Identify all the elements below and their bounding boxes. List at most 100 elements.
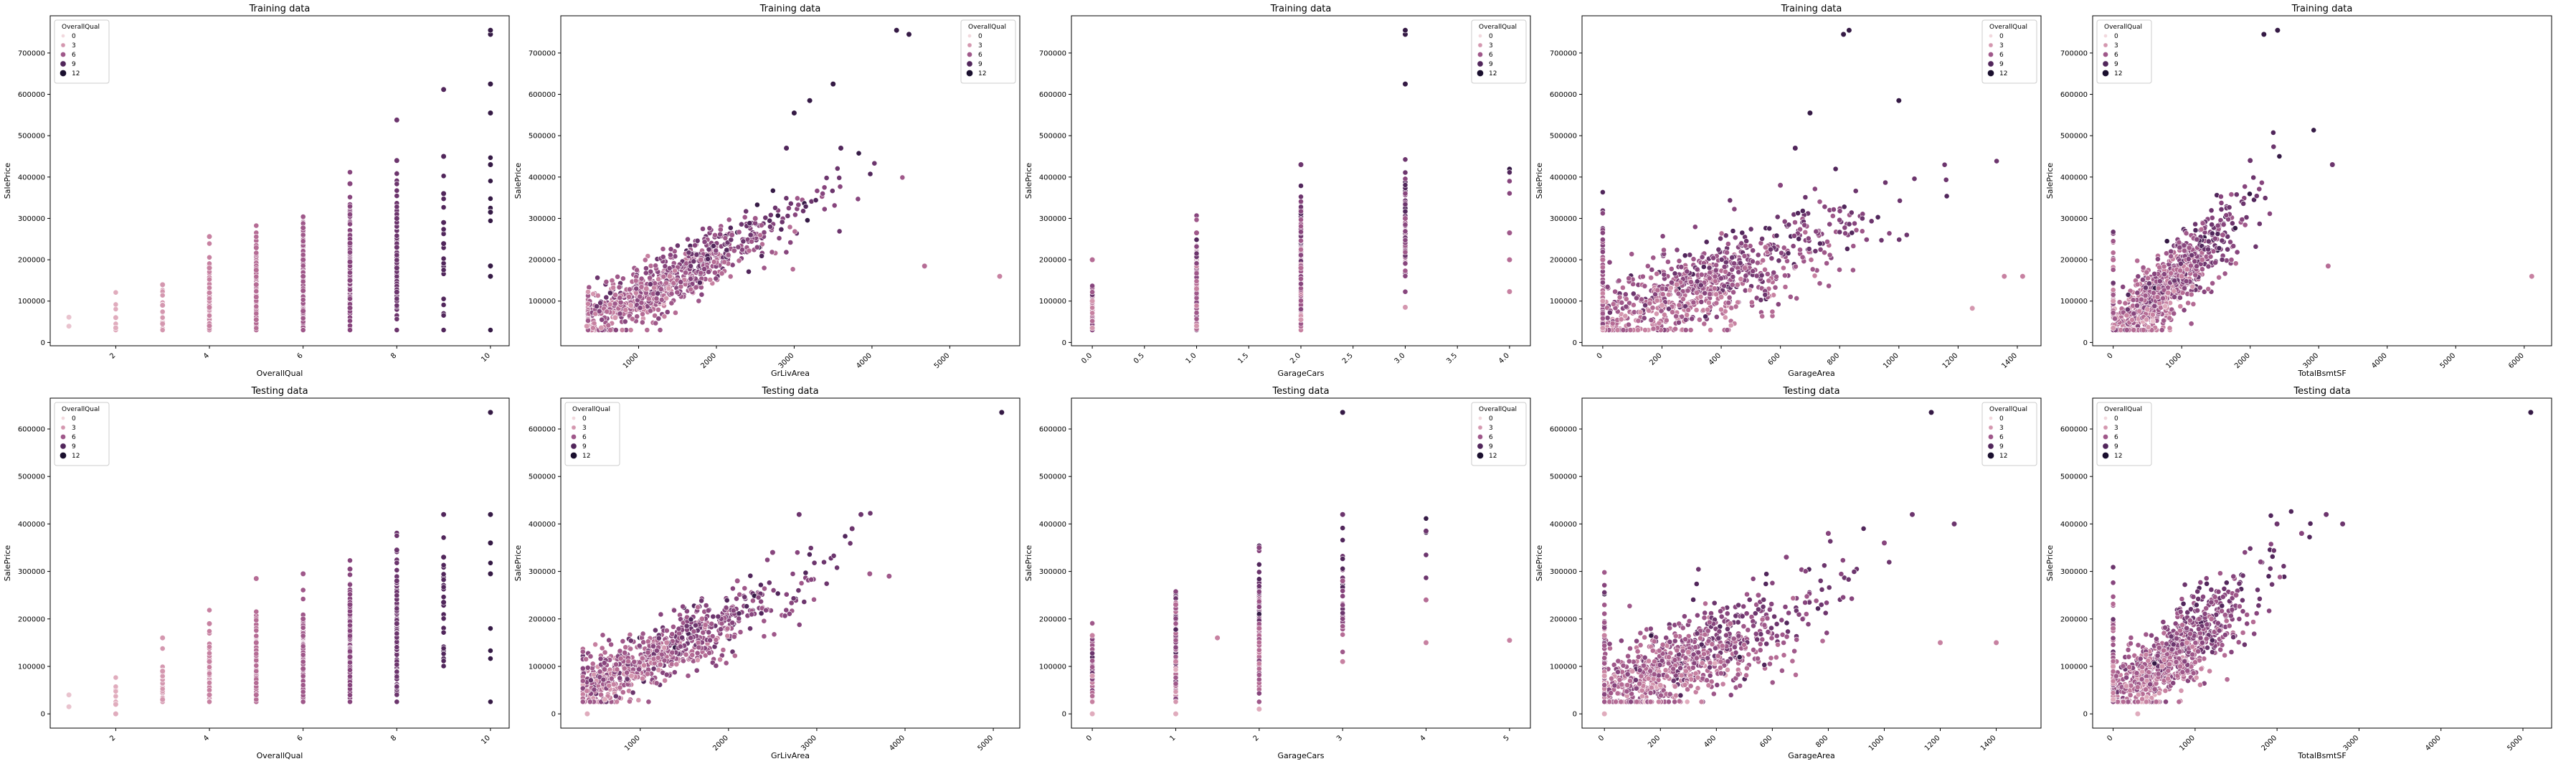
scatter-point <box>1193 316 1200 322</box>
data-point <box>830 80 836 88</box>
scatter-point <box>300 238 306 245</box>
scatter-point <box>1758 297 1764 303</box>
scatter-point <box>113 289 119 296</box>
scatter-point <box>1812 248 1819 254</box>
scatter-point <box>1837 217 1842 223</box>
scatter-point <box>1298 298 1304 303</box>
scatter-point <box>674 289 681 296</box>
scatter-point <box>1685 288 1691 294</box>
legend-marker <box>967 42 972 48</box>
scatter-point <box>2188 321 2194 327</box>
scatter-point <box>792 212 798 218</box>
subplot-title: Training data <box>1270 4 1332 14</box>
scatter-point <box>1612 288 1618 295</box>
scatter-point <box>1844 245 1850 252</box>
data-point <box>487 80 494 88</box>
scatter-point <box>1402 273 1408 279</box>
scatter-point <box>1690 299 1697 306</box>
scatter-point <box>2177 268 2183 274</box>
scatter-point <box>2188 263 2194 269</box>
x-tick-label: 3.0 <box>1393 352 1407 365</box>
data-point <box>894 27 900 34</box>
scatter-point <box>1712 273 1718 280</box>
scatter-point <box>2120 283 2126 290</box>
data-point <box>1718 293 1725 301</box>
scatter-points <box>1089 27 1512 333</box>
scatter-point <box>1654 270 1660 277</box>
data-point <box>394 289 400 296</box>
scatter-point <box>2144 316 2150 323</box>
data-point <box>1297 265 1304 271</box>
scatter-point <box>1616 294 1623 301</box>
scatter-point <box>1799 254 1806 260</box>
scatter-point <box>1739 230 1746 236</box>
scatter-point <box>1193 310 1200 316</box>
scatter-point <box>2205 246 2211 253</box>
scatter-point <box>488 178 493 184</box>
data-point <box>598 324 605 331</box>
scatter-point <box>1402 228 1408 235</box>
scatter-point <box>736 258 742 264</box>
scatter-point <box>2210 248 2217 255</box>
legend-marker <box>1987 70 1994 77</box>
data-point <box>906 31 912 38</box>
scatter-point <box>2262 195 2268 201</box>
scatter-point <box>640 311 645 317</box>
scatter-point <box>1665 259 1671 265</box>
scatter-point <box>2123 312 2130 319</box>
scatter-points <box>2110 27 2535 333</box>
scatter-point <box>1694 278 1700 285</box>
scatter-point <box>693 284 699 291</box>
scatter-point <box>207 296 212 302</box>
y-tick-label: 0 <box>1573 339 1577 347</box>
scatter-point <box>1402 156 1408 163</box>
scatter-point <box>2222 270 2228 277</box>
scatter-point <box>1639 296 1644 303</box>
scatter-point <box>701 239 708 245</box>
y-tick-label: 100000 <box>1550 298 1577 306</box>
data-point <box>1762 244 1769 250</box>
scatter-point <box>1715 246 1722 253</box>
scatter-point <box>1776 258 1782 264</box>
scatter-point <box>347 270 353 275</box>
scatter-point <box>1402 176 1408 182</box>
scatter-point <box>767 217 773 224</box>
scatter-point <box>1650 326 1657 332</box>
scatter-point <box>655 316 662 321</box>
scatter-point <box>2168 248 2174 255</box>
y-tick-label: 400000 <box>1039 174 1066 181</box>
y-tick-label: 0 <box>1062 339 1066 347</box>
scatter-point <box>253 234 260 240</box>
scatter-point <box>783 195 790 202</box>
scatter-point <box>1402 208 1408 214</box>
scatter-point <box>1850 267 1856 273</box>
scatter-point <box>655 276 662 283</box>
legend-label: 9 <box>1999 61 2004 68</box>
scatter-point <box>1650 255 1657 261</box>
scatter-point <box>1698 298 1705 305</box>
scatter-point <box>2151 270 2158 277</box>
scatter-point <box>347 318 353 324</box>
scatter-point <box>1713 300 1720 306</box>
data-point <box>1599 325 1606 331</box>
scatter-point <box>1653 311 1659 317</box>
scatter-point <box>1827 221 1833 227</box>
scatter-point <box>1768 255 1775 262</box>
scatter-point <box>1694 290 1700 296</box>
scatter-point <box>757 232 763 238</box>
subplot-title: Training data <box>2291 4 2353 14</box>
y-axis-label: SalePrice <box>1535 163 1544 199</box>
scatter-point <box>645 296 652 302</box>
scatter-point <box>1713 267 1719 273</box>
scatter-point <box>622 307 629 313</box>
scatter-point <box>2228 192 2235 197</box>
scatter-point <box>657 327 663 333</box>
data-point <box>159 302 166 308</box>
y-tick-label: 300000 <box>18 215 45 223</box>
scatter-point <box>2209 214 2215 221</box>
x-tick-label: 6 <box>295 352 304 360</box>
data-point <box>440 220 447 226</box>
scatter-point <box>721 259 727 265</box>
scatter-point <box>1758 272 1765 278</box>
legend-title: OverallQual <box>1479 24 1517 31</box>
